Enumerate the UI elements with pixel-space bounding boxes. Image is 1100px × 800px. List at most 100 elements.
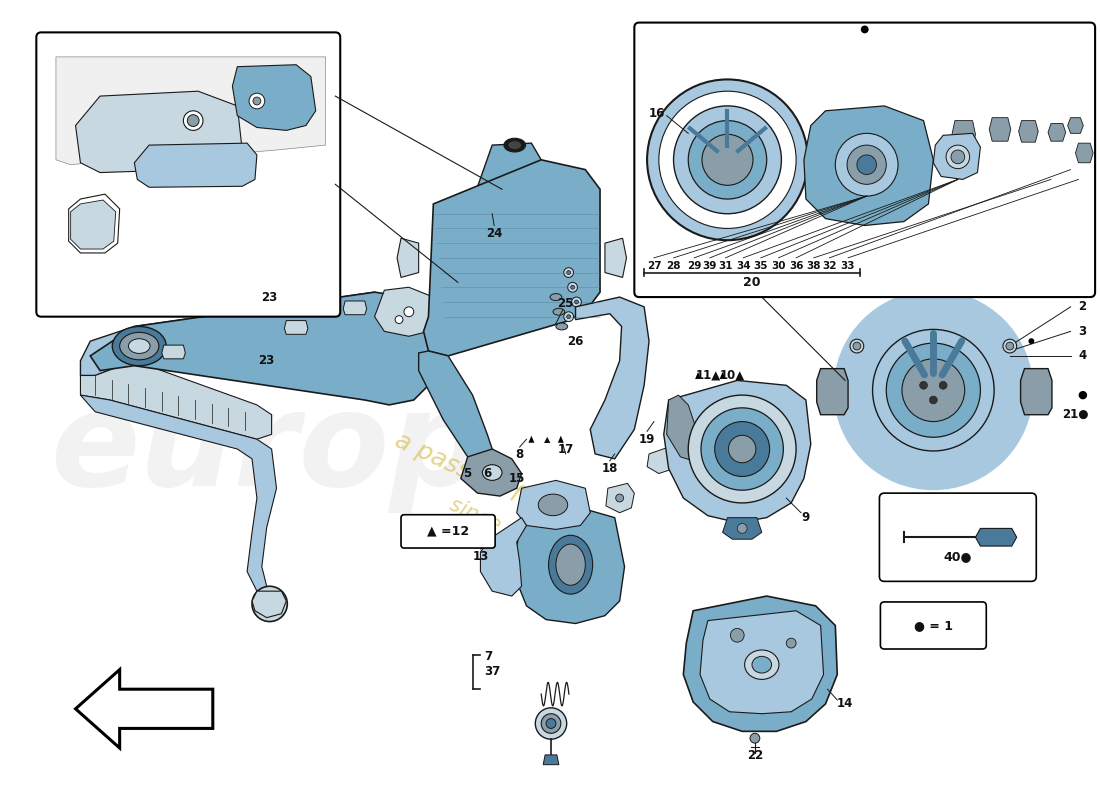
Polygon shape — [1048, 123, 1066, 141]
Circle shape — [939, 382, 947, 390]
Circle shape — [266, 600, 274, 608]
Polygon shape — [433, 143, 541, 331]
Circle shape — [850, 339, 864, 353]
Circle shape — [659, 91, 796, 229]
Ellipse shape — [504, 138, 526, 152]
Circle shape — [571, 286, 574, 290]
Text: 14: 14 — [837, 698, 854, 710]
Circle shape — [546, 718, 556, 729]
Circle shape — [737, 523, 747, 534]
Polygon shape — [68, 194, 120, 253]
Polygon shape — [502, 545, 517, 574]
Circle shape — [1028, 338, 1034, 344]
Circle shape — [702, 134, 754, 186]
Text: 13: 13 — [472, 550, 488, 563]
Circle shape — [260, 594, 279, 614]
Text: 37: 37 — [484, 665, 500, 678]
Polygon shape — [816, 369, 848, 414]
Text: 20: 20 — [744, 276, 761, 289]
Polygon shape — [575, 297, 649, 459]
Circle shape — [572, 297, 582, 307]
Text: 29: 29 — [688, 261, 702, 270]
Text: 30: 30 — [771, 261, 785, 270]
Text: 16: 16 — [649, 107, 666, 120]
Circle shape — [616, 494, 624, 502]
Polygon shape — [804, 106, 933, 226]
Circle shape — [536, 708, 566, 739]
Circle shape — [566, 314, 571, 318]
Ellipse shape — [112, 326, 166, 366]
Circle shape — [847, 145, 887, 184]
Polygon shape — [933, 134, 980, 179]
Text: 28: 28 — [667, 261, 681, 270]
FancyBboxPatch shape — [36, 32, 340, 317]
Text: 38: 38 — [806, 261, 821, 270]
Circle shape — [689, 395, 796, 503]
Text: 4: 4 — [1078, 350, 1087, 362]
Polygon shape — [700, 610, 824, 714]
Text: 23: 23 — [262, 290, 278, 303]
Circle shape — [568, 282, 578, 292]
Polygon shape — [134, 143, 257, 187]
Polygon shape — [252, 591, 286, 618]
Polygon shape — [70, 200, 116, 249]
Polygon shape — [397, 238, 419, 278]
Text: 21●: 21● — [1063, 408, 1089, 422]
Polygon shape — [343, 301, 366, 314]
Circle shape — [852, 342, 861, 350]
Text: 23: 23 — [258, 354, 275, 367]
Text: 8: 8 — [516, 448, 524, 462]
Polygon shape — [424, 160, 600, 356]
Circle shape — [566, 270, 571, 274]
Text: 34: 34 — [736, 261, 750, 270]
Polygon shape — [723, 518, 762, 539]
Ellipse shape — [120, 332, 158, 360]
Polygon shape — [76, 91, 242, 173]
Polygon shape — [695, 372, 701, 379]
Polygon shape — [461, 449, 521, 496]
Circle shape — [930, 396, 937, 404]
Circle shape — [728, 435, 756, 462]
Text: ●: ● — [1078, 390, 1087, 400]
Text: 2: 2 — [1078, 300, 1087, 314]
Circle shape — [857, 155, 877, 174]
Text: 11▲: 11▲ — [695, 369, 721, 382]
Ellipse shape — [752, 656, 771, 673]
Text: 24: 24 — [486, 227, 503, 240]
Text: 33: 33 — [840, 261, 856, 270]
Ellipse shape — [549, 535, 593, 594]
Circle shape — [564, 312, 573, 322]
Circle shape — [1005, 342, 1014, 350]
Text: 39: 39 — [703, 261, 717, 270]
Text: 27: 27 — [647, 261, 661, 270]
Circle shape — [887, 343, 980, 438]
Text: 31: 31 — [718, 261, 733, 270]
Polygon shape — [76, 670, 212, 748]
Text: 15: 15 — [508, 472, 525, 485]
Polygon shape — [517, 480, 591, 530]
Circle shape — [715, 422, 770, 477]
Polygon shape — [663, 380, 811, 522]
Ellipse shape — [129, 338, 150, 354]
Circle shape — [902, 359, 965, 422]
Polygon shape — [719, 372, 726, 379]
Circle shape — [861, 26, 869, 34]
Circle shape — [835, 134, 898, 196]
Text: 3: 3 — [1078, 325, 1087, 338]
Text: ▲: ▲ — [543, 434, 550, 444]
Text: 5: 5 — [463, 467, 472, 480]
Polygon shape — [667, 395, 703, 461]
Text: 9: 9 — [802, 511, 810, 524]
Circle shape — [786, 638, 796, 648]
Circle shape — [395, 316, 403, 323]
Polygon shape — [517, 508, 625, 623]
Polygon shape — [1068, 118, 1084, 134]
Text: ▲ =12: ▲ =12 — [427, 525, 469, 538]
Ellipse shape — [556, 323, 568, 330]
Text: a passion for parts: a passion for parts — [392, 428, 613, 548]
Ellipse shape — [745, 650, 779, 679]
Circle shape — [730, 629, 744, 642]
Polygon shape — [1076, 143, 1093, 162]
Circle shape — [834, 290, 1033, 490]
Polygon shape — [80, 292, 394, 375]
